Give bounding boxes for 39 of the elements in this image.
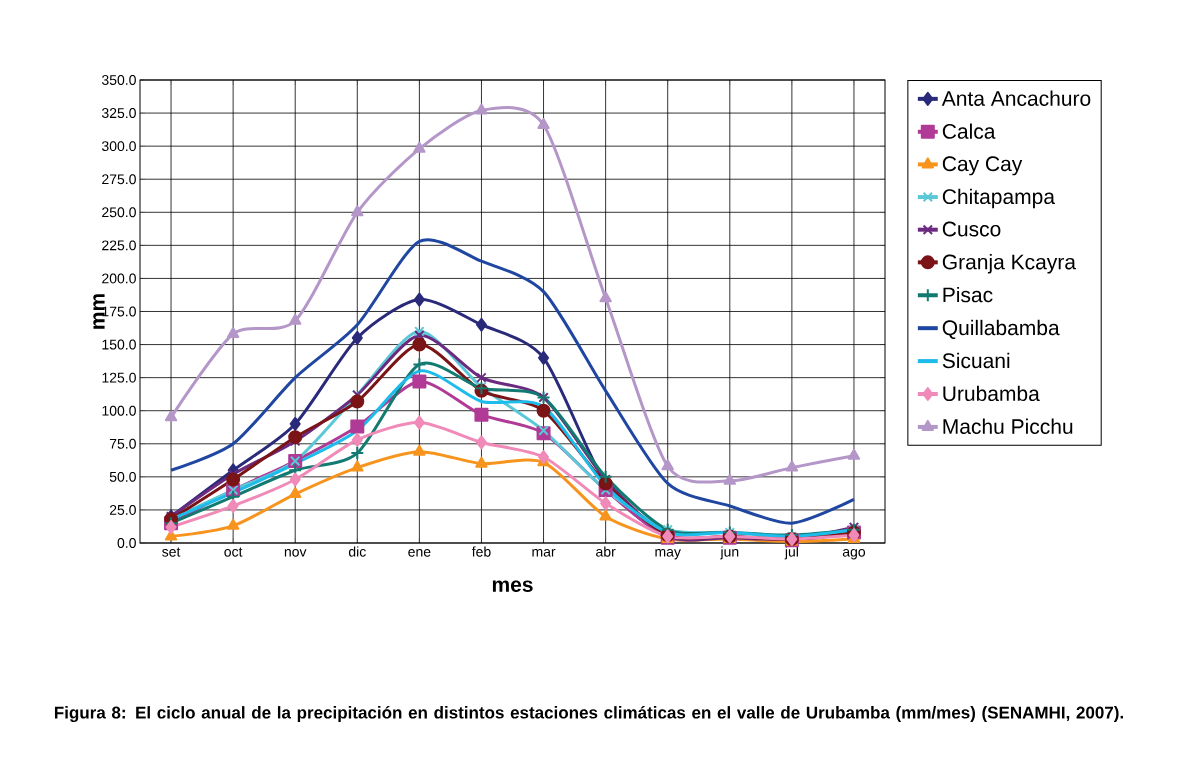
- legend-label: Calca: [942, 123, 996, 139]
- y-tick-label: 0.0: [117, 538, 136, 548]
- x-tick-label: ago: [842, 548, 866, 560]
- x-tick-label: nov: [284, 548, 307, 557]
- x-tick-label: set: [162, 547, 181, 557]
- y-tick-label: 325.0: [101, 108, 136, 119]
- text: Figura 8: El ciclo anual de la precipitación en distintos estaciones climáticas en el valle de Urubamba (mm/mes) (SENAMHI, 2007).: [54, 705, 1123, 723]
- y-tick-label: 75.0: [109, 438, 136, 449]
- legend-label: Quillabamba: [942, 319, 1060, 339]
- legend-label: Cay Cay: [942, 156, 1023, 176]
- y-tick-label: 275.0: [102, 174, 136, 185]
- x-tick-label: oct: [224, 547, 243, 557]
- y-tick-label: 250.0: [102, 207, 136, 218]
- legend-label: Chitapampa: [942, 188, 1055, 209]
- x-axis-title: mes: [492, 580, 533, 592]
- y-tick-label: 25.0: [109, 504, 136, 515]
- y-tick-label: 225.0: [102, 240, 136, 251]
- legend-label: Urubamba: [943, 385, 1040, 402]
- x-tick-label: mar: [532, 548, 556, 557]
- y-tick-label: 350.0: [101, 75, 136, 85]
- y-tick-label: 50.0: [109, 471, 136, 482]
- x-tick-label: may: [655, 548, 681, 560]
- legend-label: Cusco: [942, 221, 1001, 237]
- y-tick-label: 125.0: [102, 372, 136, 383]
- legend-label: Pisac: [943, 286, 993, 303]
- x-tick-label: abr: [596, 546, 616, 557]
- y-tick-label: 200.0: [102, 273, 136, 284]
- y-tick-label: 150.0: [102, 339, 136, 350]
- y-tick-label: 100.0: [102, 405, 136, 416]
- y-tick-label: 300.0: [101, 141, 136, 152]
- legend-label: Machu Picchu: [943, 418, 1073, 434]
- legend-label: Sicuani: [942, 352, 1010, 369]
- x-tick-label: jul: [784, 546, 798, 560]
- x-tick-label: jun: [720, 546, 739, 560]
- x-tick-label: ene: [408, 548, 431, 557]
- legend-label: Granja Kcayra: [942, 253, 1076, 274]
- x-tick-label: dic: [348, 546, 366, 557]
- x-tick-label: feb: [471, 546, 491, 557]
- legend-label: Anta Ancachuro: [941, 90, 1091, 106]
